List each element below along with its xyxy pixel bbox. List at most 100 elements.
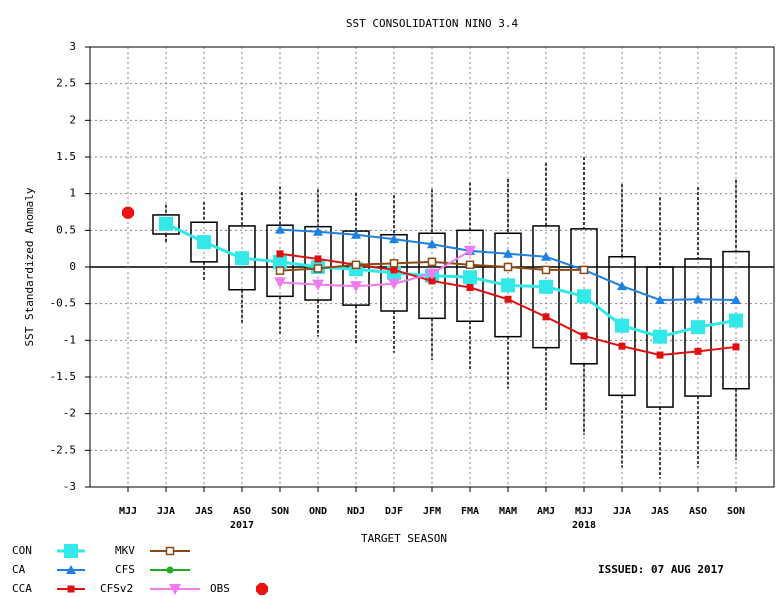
marker [351, 260, 361, 270]
spread-box [684, 258, 712, 397]
issued-note: ISSUED: 07 AUG 2017 [598, 563, 724, 576]
marker [541, 265, 551, 275]
marker [579, 265, 589, 275]
x-axis-label: TARGET SEASON [361, 532, 447, 545]
y-tick-label: 2.5 [56, 77, 76, 90]
plot-frame [89, 46, 775, 488]
x-tick-label: MJJ [119, 506, 137, 517]
x-tick-label: JJA [157, 506, 175, 517]
marker [465, 260, 475, 270]
x-tick-label: OND [309, 506, 327, 517]
marker [235, 251, 249, 266]
marker [691, 320, 705, 335]
x-tick-label: NDJ [347, 506, 365, 517]
marker [427, 239, 437, 249]
marker [466, 284, 474, 292]
y-tick-label: -1.5 [50, 370, 77, 383]
marker [732, 343, 740, 351]
y-tick-label: 1.5 [56, 150, 76, 163]
marker [159, 216, 173, 231]
marker [655, 295, 665, 304]
marker [350, 281, 362, 293]
legend-label: MKV [115, 544, 135, 557]
y-tick-label: 2 [69, 113, 76, 126]
marker [169, 584, 181, 595]
y-tick-label: -3 [63, 480, 76, 493]
legend-label: CFS [115, 563, 135, 576]
marker [503, 262, 513, 272]
x-tick-label: MJJ [575, 506, 593, 517]
x-tick-label: SON [271, 506, 289, 517]
spread-box [228, 225, 256, 291]
marker [427, 257, 437, 267]
marker [121, 206, 135, 219]
y-axis-label: SST Standardized Anomaly [23, 187, 36, 346]
marker [426, 268, 438, 280]
marker [351, 229, 361, 239]
marker [542, 313, 550, 321]
marker [577, 289, 591, 304]
x-tick-label: ASO [689, 506, 707, 517]
marker [388, 278, 400, 290]
marker [390, 266, 398, 274]
y-tick-label: 0.5 [56, 223, 76, 236]
y-tick-label: 1 [69, 187, 76, 200]
marker [274, 277, 286, 289]
year-label: 2017 [230, 520, 254, 531]
spread-box [190, 221, 218, 263]
x-tick-label: JJA [613, 506, 631, 517]
y-tick-label: 0 [69, 260, 76, 273]
y-tick-label: -0.5 [50, 297, 77, 310]
marker [389, 259, 399, 268]
marker [503, 248, 513, 258]
spread-box [646, 266, 674, 408]
marker [653, 329, 667, 344]
marker [693, 294, 703, 304]
x-tick-label: JFM [423, 506, 441, 517]
marker [275, 266, 285, 275]
year-label: 2018 [572, 520, 596, 531]
marker [501, 278, 515, 293]
marker [314, 255, 322, 263]
marker [694, 347, 702, 355]
x-tick-label: JAS [195, 506, 213, 517]
marker [165, 546, 175, 556]
spread-box [152, 214, 180, 235]
y-tick-label: 3 [69, 40, 76, 53]
marker [615, 318, 629, 333]
marker [166, 566, 174, 574]
x-tick-label: MAM [499, 506, 517, 517]
marker [428, 277, 436, 285]
marker [618, 342, 626, 350]
x-tick-label: SON [727, 506, 745, 517]
x-tick-label: JAS [651, 506, 669, 517]
marker [64, 544, 78, 558]
legend-label: CFSv2 [100, 582, 133, 595]
spread-box [608, 255, 636, 397]
x-tick-label: DJF [385, 506, 403, 517]
y-tick-label: -2 [63, 407, 76, 420]
series-line [165, 222, 737, 339]
marker [67, 585, 75, 593]
chart-title: SST CONSOLIDATION NINO 3.4 [346, 17, 519, 30]
series-line [279, 250, 471, 288]
marker [276, 250, 284, 258]
marker [389, 234, 399, 244]
y-tick-label: -2.5 [50, 443, 77, 456]
x-tick-label: AMJ [537, 506, 555, 517]
spread-box [304, 225, 332, 301]
x-tick-label: FMA [461, 506, 479, 517]
marker [197, 235, 211, 250]
marker [541, 251, 551, 261]
marker [617, 281, 627, 291]
spread-box [722, 250, 750, 390]
marker [464, 245, 476, 257]
marker [504, 295, 512, 303]
marker [313, 264, 323, 273]
marker [731, 295, 741, 304]
marker [66, 565, 76, 574]
marker [273, 254, 287, 269]
y-tick-label: -1 [63, 333, 76, 346]
marker [312, 279, 324, 291]
